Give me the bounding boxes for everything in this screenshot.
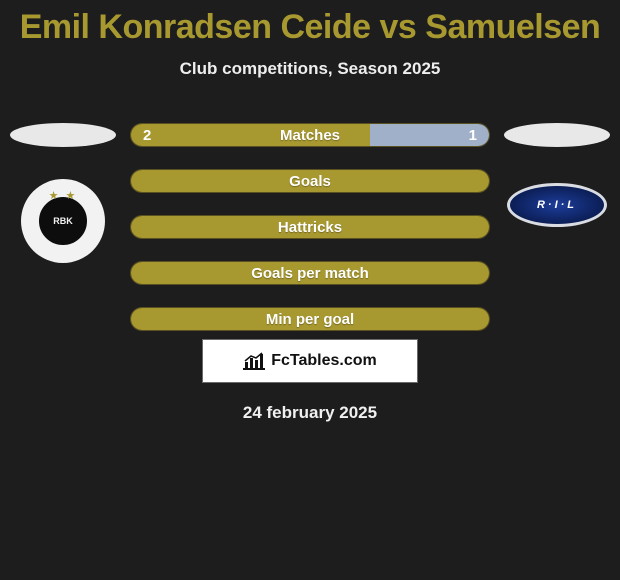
chart-area: ★ ★ RBK Matches 2 1 Goals Hattricks Goals per… xyxy=(0,123,620,331)
stat-row: Goals xyxy=(130,169,490,193)
stat-row: Matches 2 1 xyxy=(130,123,490,147)
stat-value-left: 2 xyxy=(143,127,151,144)
left-column: ★ ★ RBK xyxy=(8,123,118,331)
left-club-crest: ★ ★ RBK xyxy=(21,179,105,263)
banner-label: FcTables.com xyxy=(271,352,377,370)
comparison-card: Emil Konradsen Ceide vs Samuelsen Club c… xyxy=(0,0,620,423)
stat-row: Goals per match xyxy=(130,261,490,285)
stats-column: Matches 2 1 Goals Hattricks Goals per match Mi… xyxy=(118,123,502,331)
stat-label: Goals xyxy=(289,173,331,190)
left-marker-ellipse xyxy=(10,123,116,147)
stat-label: Min per goal xyxy=(266,311,354,328)
bar-chart-icon xyxy=(243,352,265,370)
stat-label: Goals per match xyxy=(251,265,369,282)
footer-date: 24 february 2025 xyxy=(243,403,377,423)
left-crest-inner: RBK xyxy=(37,195,89,247)
source-banner[interactable]: FcTables.com xyxy=(202,339,418,383)
stat-label: Hattricks xyxy=(278,219,342,236)
stat-value-right: 1 xyxy=(469,127,477,144)
crest-stars-icon: ★ ★ xyxy=(49,189,78,202)
page-title: Emil Konradsen Ceide vs Samuelsen xyxy=(20,8,601,47)
stat-row: Hattricks xyxy=(130,215,490,239)
page-subtitle: Club competitions, Season 2025 xyxy=(180,59,441,79)
right-club-crest: R·I·L xyxy=(507,183,607,227)
right-column: R·I·L xyxy=(502,123,612,331)
stat-label: Matches xyxy=(280,127,340,144)
left-crest-text: RBK xyxy=(53,216,73,226)
right-crest-text: R·I·L xyxy=(537,199,577,211)
stat-row: Min per goal xyxy=(130,307,490,331)
right-marker-ellipse xyxy=(504,123,610,147)
